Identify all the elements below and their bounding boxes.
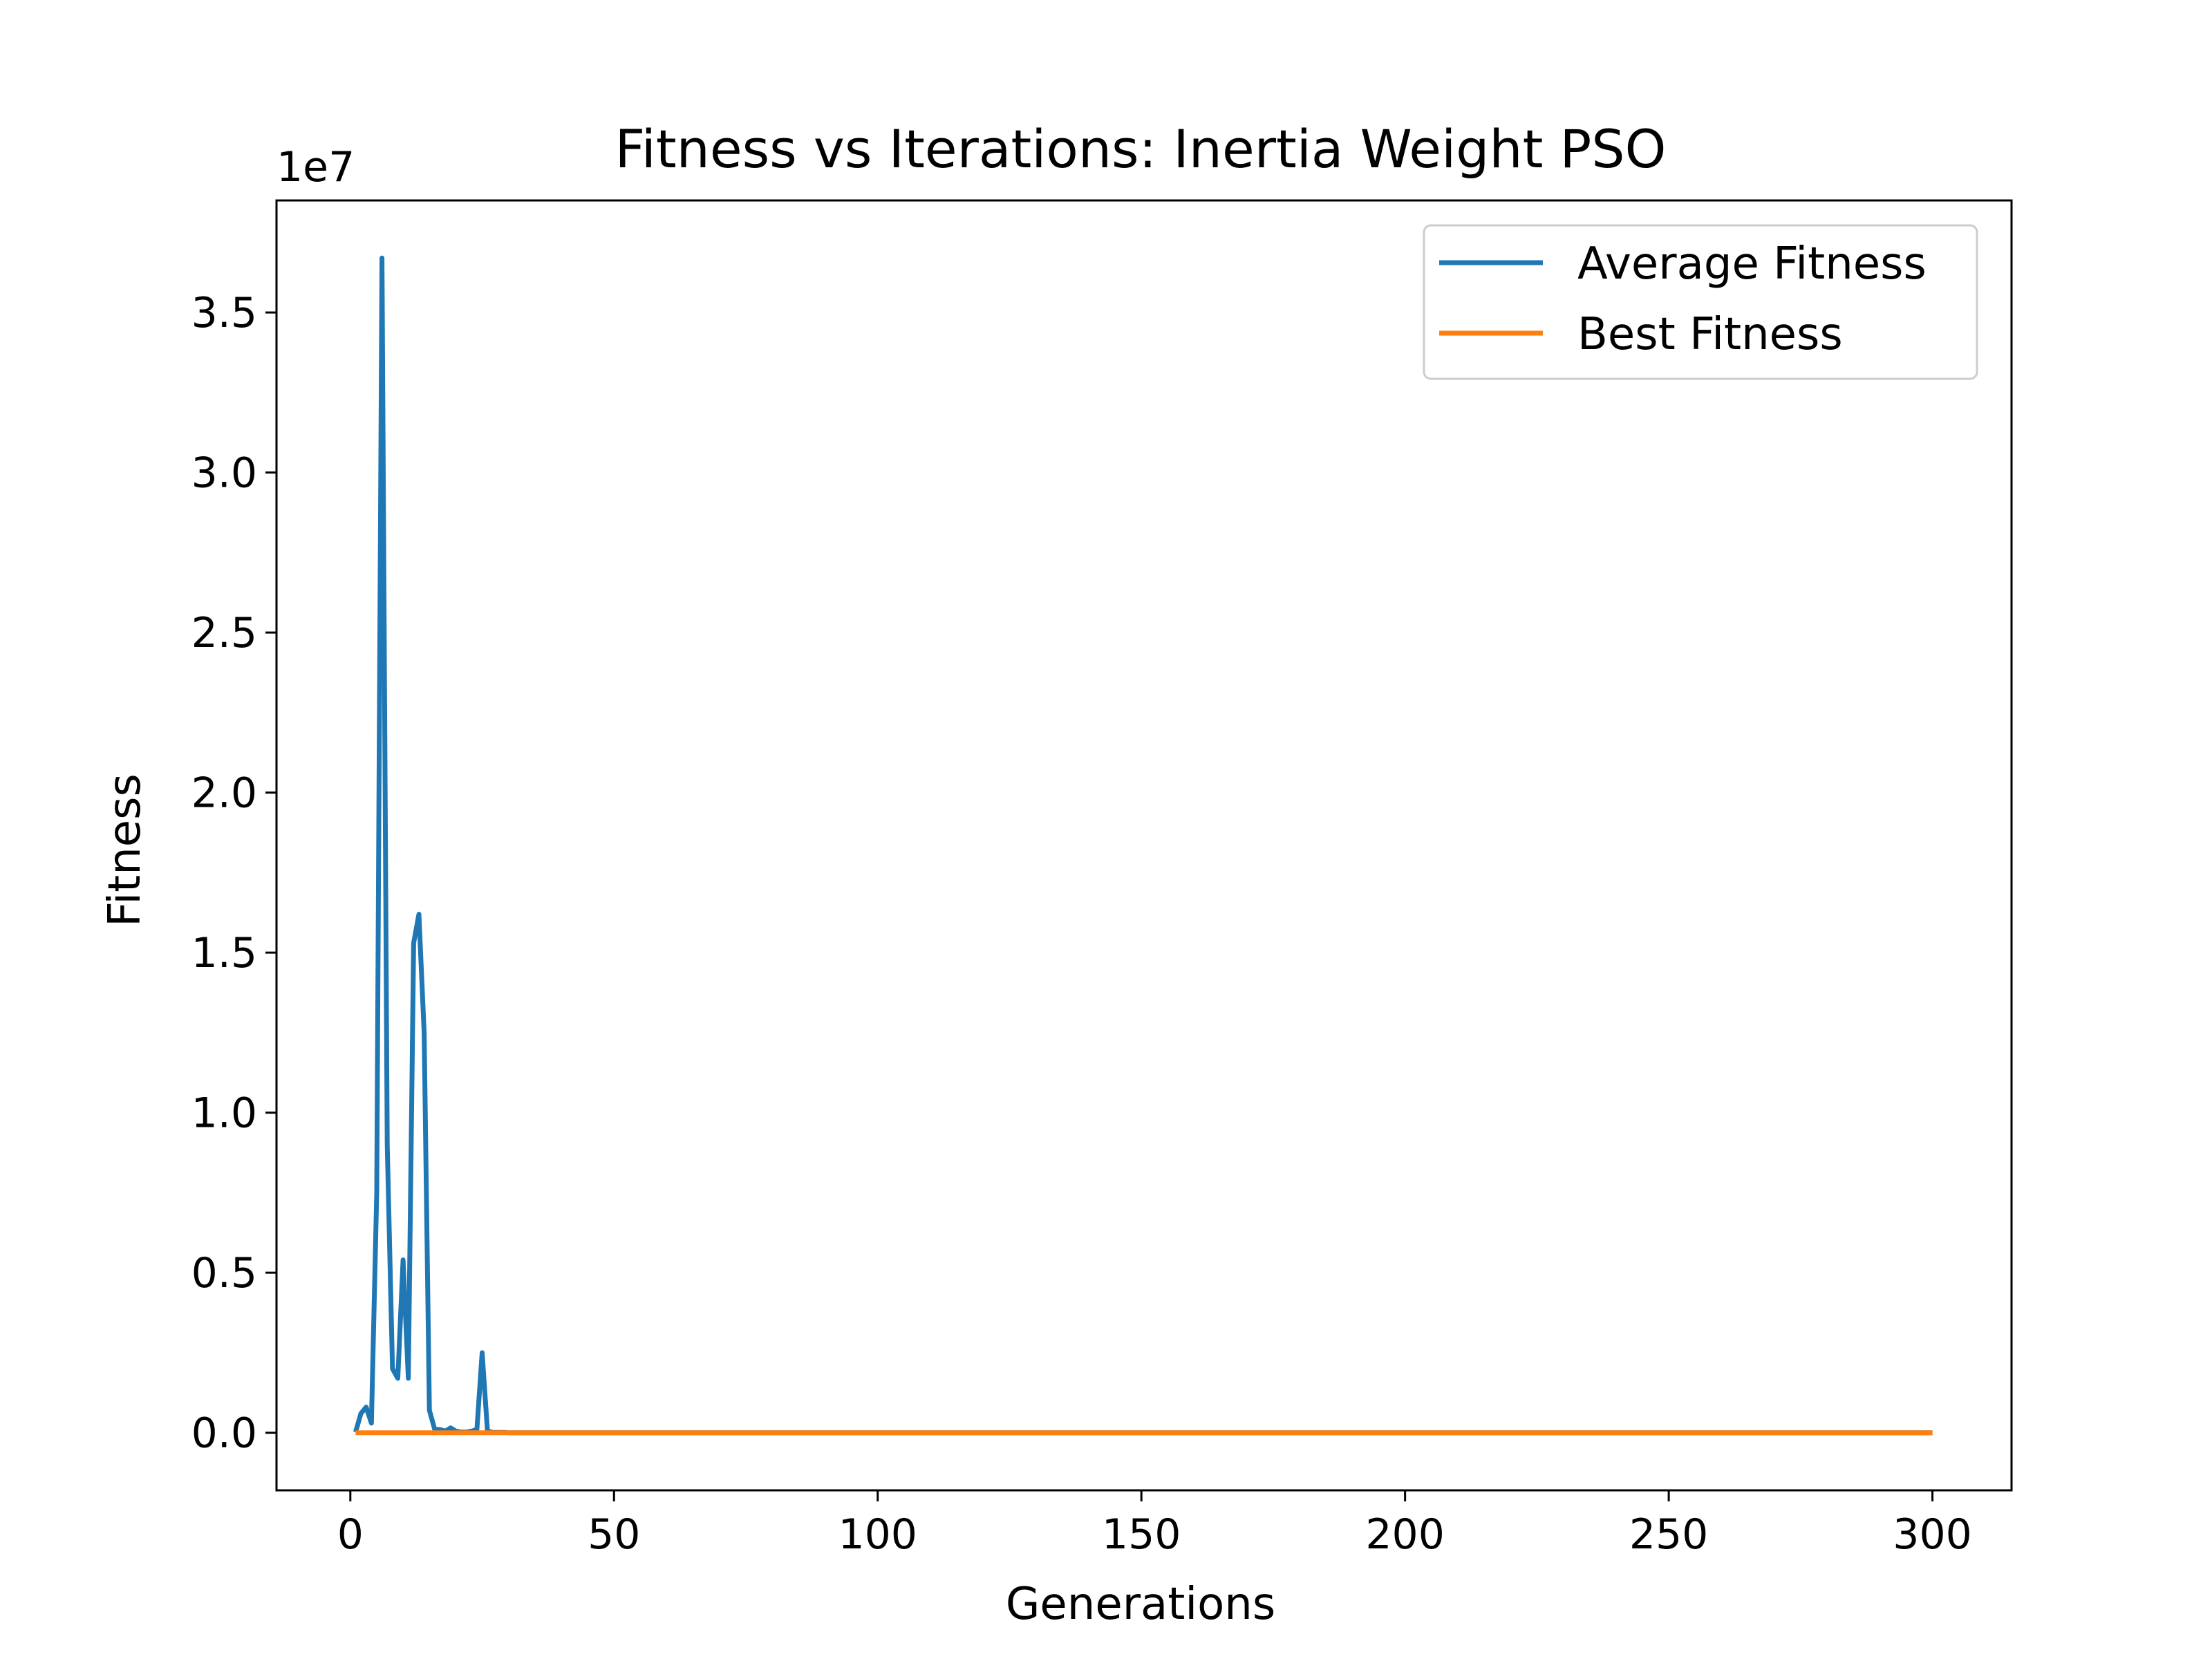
legend-label-average-fitness: Average Fitness: [1577, 238, 1927, 290]
legend-box: [1423, 224, 1978, 380]
y-tick-label: 1.0: [191, 1089, 257, 1138]
y-tick-label: 3.5: [191, 289, 257, 337]
y-axis-ticks: 0.0 0.5 1.0 1.5 2.0 2.5 3.0 3.5: [191, 289, 276, 1458]
x-tick-label: 200: [1365, 1510, 1445, 1559]
x-tick-label: 300: [1893, 1510, 1972, 1559]
y-tick-label: 0.5: [191, 1249, 257, 1297]
x-tick-label: 150: [1102, 1510, 1181, 1559]
legend: Average Fitness Best Fitness: [1423, 224, 1978, 380]
x-tick-label: 50: [588, 1510, 640, 1559]
plot-frame: [275, 199, 2013, 1492]
y-tick-label: 2.5: [191, 609, 257, 657]
y-tick-label: 1.5: [191, 929, 257, 977]
series-layer: [353, 255, 1933, 1436]
legend-label-best-fitness: Best Fitness: [1577, 309, 1843, 360]
x-tick-label: 250: [1629, 1510, 1709, 1559]
x-tick-label: 100: [838, 1510, 917, 1559]
chart-title: Fitness vs Iterations: Inertia Weight PS…: [615, 118, 1667, 180]
x-tick-label: 0: [337, 1510, 364, 1559]
y-offset-label: 1e7: [276, 143, 355, 191]
x-axis-title: Generations: [1006, 1579, 1275, 1630]
y-tick-label: 2.0: [191, 769, 257, 818]
y-axis-title: Fitness: [100, 774, 151, 927]
y-tick-label: 0.0: [191, 1409, 257, 1458]
y-tick-label: 3.0: [191, 449, 257, 498]
x-axis-ticks: 0 50 100 150 200 250 300: [337, 1490, 1972, 1559]
